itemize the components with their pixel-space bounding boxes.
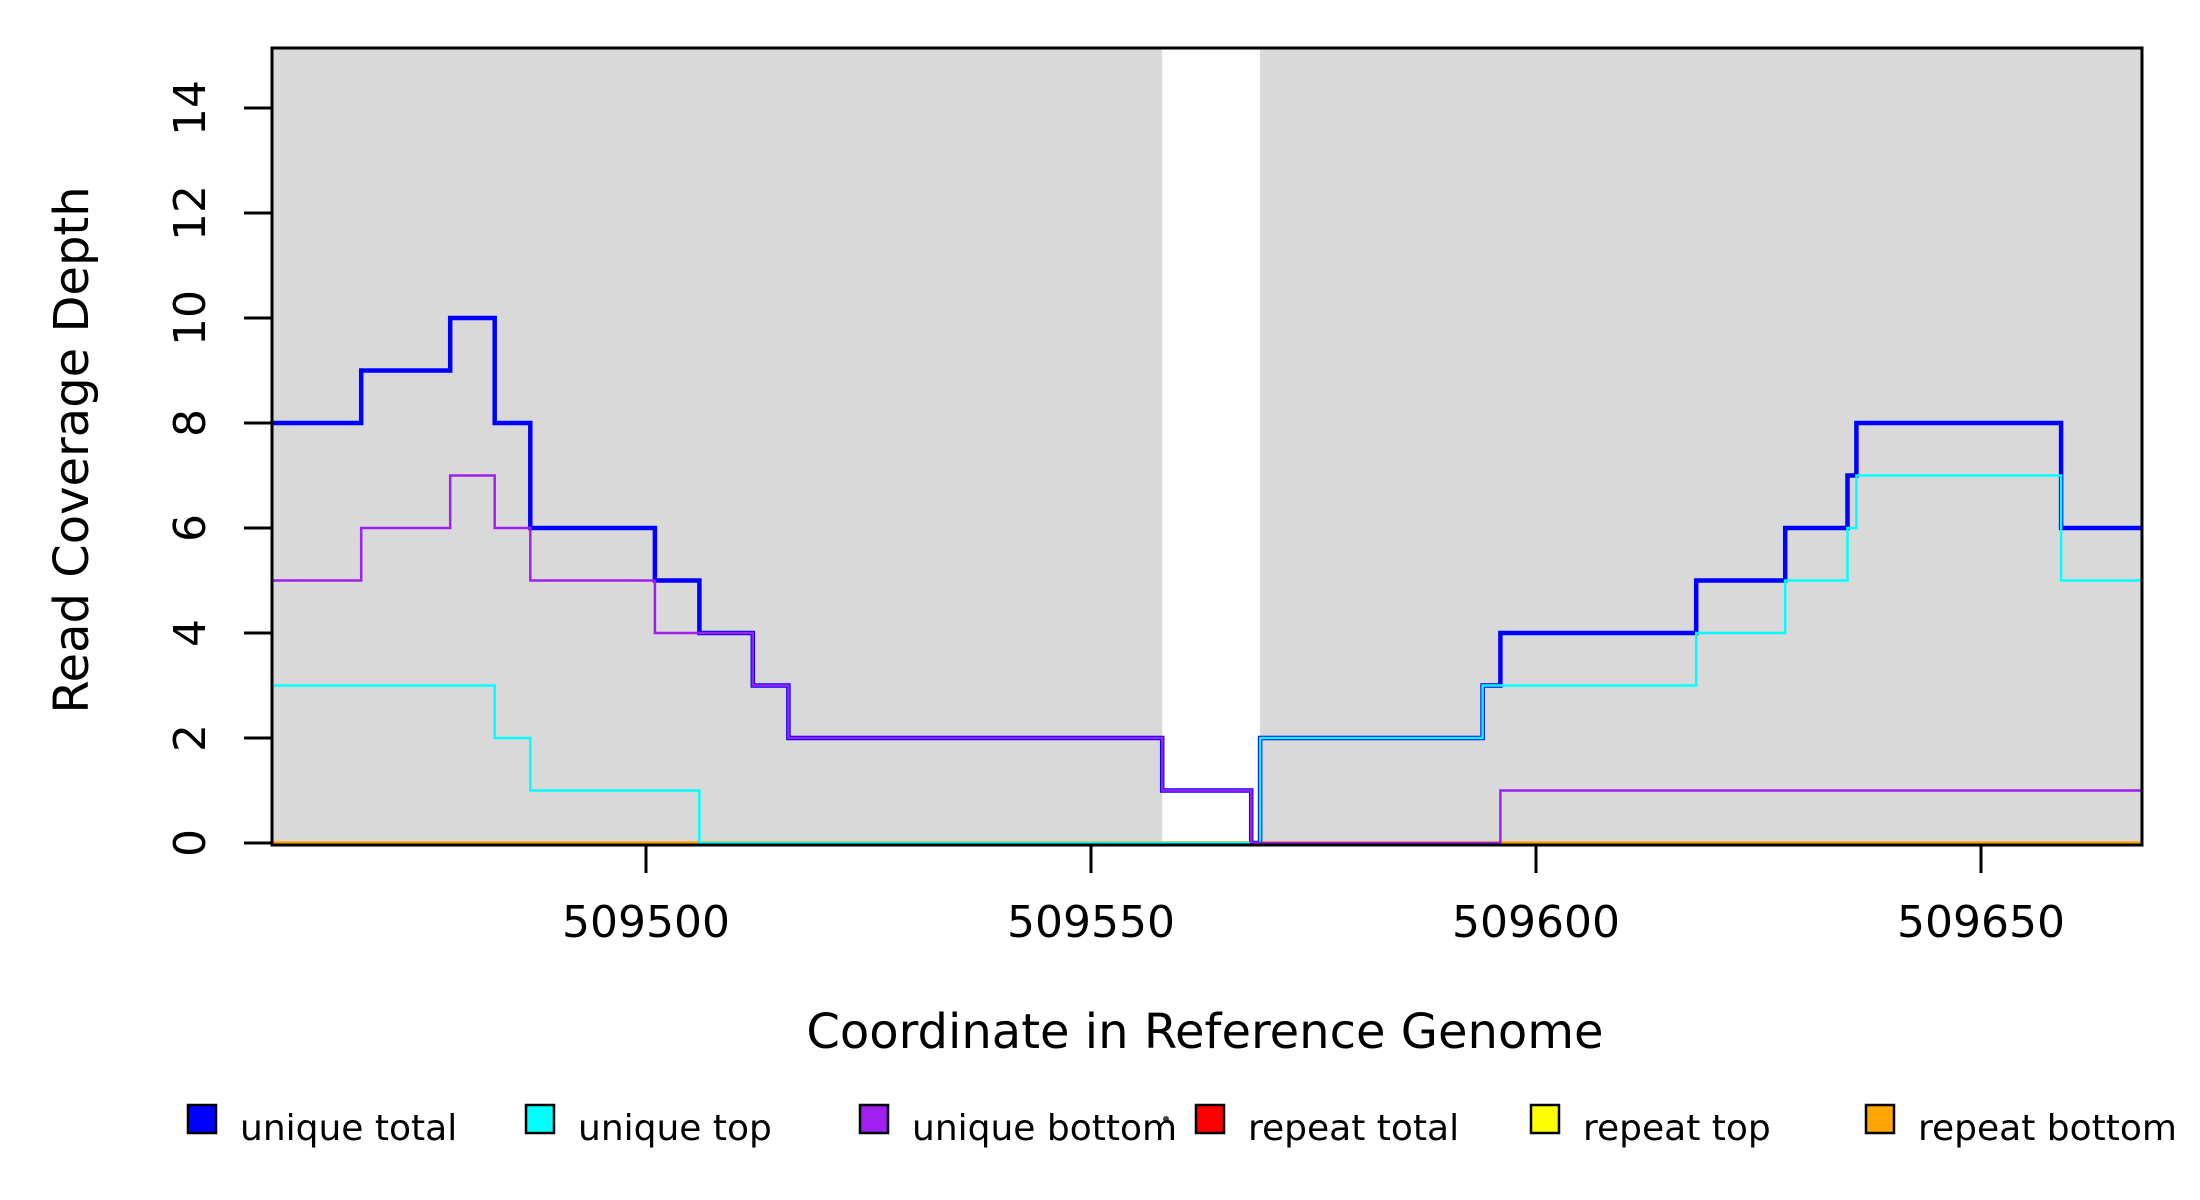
y-tick-label: 0 — [165, 829, 216, 857]
legend-swatch-unique-bottom — [858, 1103, 890, 1135]
x-tick-label: 509600 — [1452, 897, 1620, 948]
legend: unique total unique top unique bottom repea… — [186, 1103, 2177, 1149]
stray-dot-artifact — [1163, 1116, 1169, 1122]
x-tick-label: 509500 — [562, 897, 730, 948]
legend-item-repeat-top: repeat top — [1529, 1103, 1771, 1149]
legend-item-unique-top: unique top — [524, 1103, 772, 1149]
x-tick-label: 509550 — [1007, 897, 1175, 948]
legend-label: unique top — [578, 1108, 772, 1149]
y-tick-label: 10 — [165, 290, 216, 346]
y-axis-title: Read Coverage Depth — [44, 186, 100, 713]
legend-swatch-unique-top — [524, 1103, 556, 1135]
legend-swatch-repeat-total — [1194, 1103, 1226, 1135]
legend-item-repeat-total: repeat total — [1194, 1103, 1459, 1149]
legend-label: repeat bottom — [1918, 1108, 2177, 1149]
axis-ticks-layer: 509500 509550 509600 509650 0 2 4 6 8 10 12 14 — [165, 80, 2065, 948]
legend-label: repeat top — [1583, 1108, 1771, 1149]
y-tick-label: 14 — [165, 80, 216, 136]
legend-item-repeat-bottom: repeat bottom — [1864, 1103, 2177, 1149]
legend-item-unique-total: unique total — [186, 1103, 457, 1149]
legend-swatch-unique-total — [186, 1103, 218, 1135]
legend-swatch-repeat-bottom — [1864, 1103, 1896, 1135]
series-unique-bottom — [272, 474, 2142, 845]
x-tick-label: 509650 — [1897, 897, 2065, 948]
y-tick-label: 4 — [165, 619, 216, 647]
legend-label: repeat total — [1248, 1108, 1459, 1149]
y-tick-label: 2 — [165, 724, 216, 752]
data-series-layer — [272, 315, 2142, 846]
left-alignable-region — [272, 48, 1163, 845]
y-tick-label: 12 — [165, 185, 216, 241]
legend-swatch-repeat-top — [1529, 1103, 1561, 1135]
legend-item-unique-bottom: unique bottom — [858, 1103, 1177, 1149]
series-unique-top — [272, 474, 2142, 845]
shaded-regions-layer — [272, 48, 2142, 845]
y-tick-label: 6 — [165, 514, 216, 542]
legend-label: unique total — [240, 1108, 457, 1149]
right-alignable-region — [1260, 48, 2142, 845]
x-axis-title: Coordinate in Reference Genome — [806, 1004, 1603, 1060]
legend-label: unique bottom — [912, 1108, 1177, 1149]
plot-box-border — [270, 46, 2144, 847]
y-tick-label: 8 — [165, 409, 216, 437]
